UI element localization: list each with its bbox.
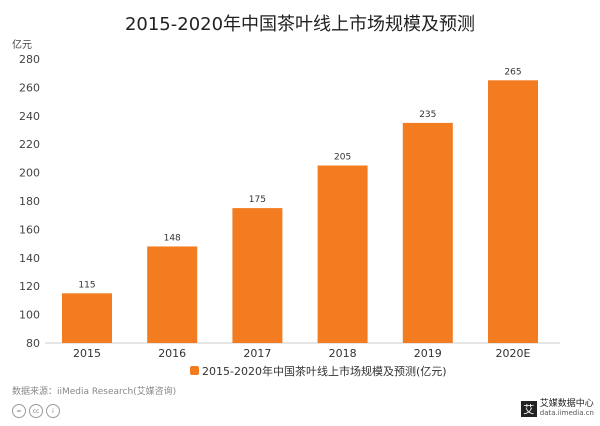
license-icons: = cc i [12,404,60,418]
legend-label: 2015-2020年中国茶叶线上市场规模及预测(亿元) [202,364,447,378]
x-tick-label: 2016 [158,347,186,360]
y-tick-label: 100 [19,309,40,322]
y-tick-label: 220 [19,138,40,151]
y-axis-label: 亿元 [12,38,32,51]
source-note: 数据来源：iiMedia Research(艾媒咨询) [12,387,177,397]
bar [488,80,538,344]
x-tick-label: 2020E [496,347,531,360]
logo: 艾艾媒数据中心 data.iimedia.cn [520,399,594,417]
logo-url: data.iimedia.cn [539,409,594,417]
y-tick-label: 120 [19,280,40,293]
y-tick-label: 200 [19,167,40,180]
x-tick-label: 2018 [329,347,357,360]
x-tick-label: 2017 [243,347,271,360]
logo-mark-icon: 艾 [520,400,537,417]
y-tick-label: 140 [19,252,40,265]
data-label: 205 [334,153,351,163]
y-tick-label: 280 [19,53,40,66]
chart-title: 2015-2020年中国茶叶线上市场规模及预测 [124,14,476,35]
bar [232,208,283,343]
y-tick-label: 160 [19,223,40,236]
y-tick-label: 180 [19,195,40,208]
bar [317,165,368,343]
data-label: 148 [164,233,181,243]
data-label: 115 [78,280,95,290]
x-tick-label: 2019 [414,347,442,360]
data-label: 175 [249,195,266,205]
legend-swatch [190,366,199,375]
x-tick-label: 2015 [73,347,101,360]
logo-name: 艾媒数据中心 [539,399,594,409]
bar [402,122,453,344]
bar [62,293,112,343]
cc-equal-icon: = [12,404,26,418]
data-label: 265 [504,67,521,77]
y-tick-label: 260 [19,81,40,94]
bar [147,246,198,343]
cc-icon: cc [29,404,43,418]
y-tick-label: 240 [19,110,40,123]
y-tick-label: 80 [26,337,40,350]
cc-by-icon: i [46,404,60,418]
data-label: 235 [419,110,436,120]
